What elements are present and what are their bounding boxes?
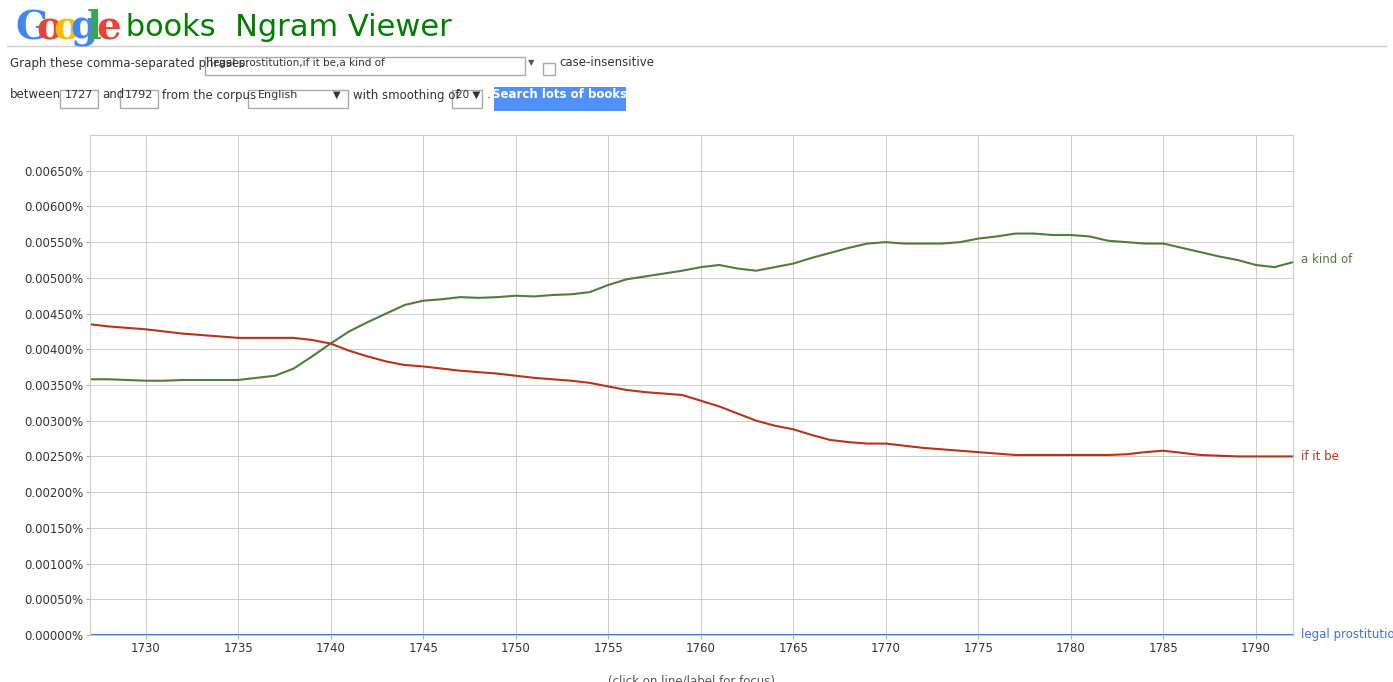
FancyBboxPatch shape xyxy=(451,90,482,108)
Text: from the corpus: from the corpus xyxy=(162,89,256,102)
FancyBboxPatch shape xyxy=(60,90,98,108)
Text: g: g xyxy=(70,9,98,47)
Text: o: o xyxy=(36,9,63,47)
Text: 20 ▼: 20 ▼ xyxy=(456,90,481,100)
Text: Graph these comma-separated phrases:: Graph these comma-separated phrases: xyxy=(10,57,249,70)
Text: a kind of: a kind of xyxy=(1301,254,1353,267)
Text: case-insensitive: case-insensitive xyxy=(559,57,653,70)
Text: Search lots of books: Search lots of books xyxy=(493,89,628,102)
Text: with smoothing of: with smoothing of xyxy=(352,89,460,102)
Text: .: . xyxy=(488,89,490,102)
FancyBboxPatch shape xyxy=(205,57,525,75)
Text: G: G xyxy=(15,9,49,47)
FancyBboxPatch shape xyxy=(495,87,625,111)
Text: o: o xyxy=(53,9,79,47)
Text: and: and xyxy=(102,89,124,102)
Text: ▼: ▼ xyxy=(528,59,535,68)
Text: e: e xyxy=(96,9,121,47)
Text: 1727: 1727 xyxy=(65,90,93,100)
Text: (click on line/label for focus): (click on line/label for focus) xyxy=(607,675,775,682)
Text: between: between xyxy=(10,89,61,102)
Text: legal prostitution: legal prostitution xyxy=(1301,628,1393,641)
Text: books  Ngram Viewer: books Ngram Viewer xyxy=(116,14,451,42)
Text: 1792: 1792 xyxy=(125,90,153,100)
Text: ▼: ▼ xyxy=(333,90,340,100)
Text: English: English xyxy=(258,90,298,100)
FancyBboxPatch shape xyxy=(120,90,157,108)
FancyBboxPatch shape xyxy=(543,63,554,75)
Text: legal prostitution,if it be,a kind of: legal prostitution,if it be,a kind of xyxy=(210,58,384,68)
Text: l: l xyxy=(86,9,102,47)
Text: if it be: if it be xyxy=(1301,450,1339,463)
FancyBboxPatch shape xyxy=(248,90,348,108)
